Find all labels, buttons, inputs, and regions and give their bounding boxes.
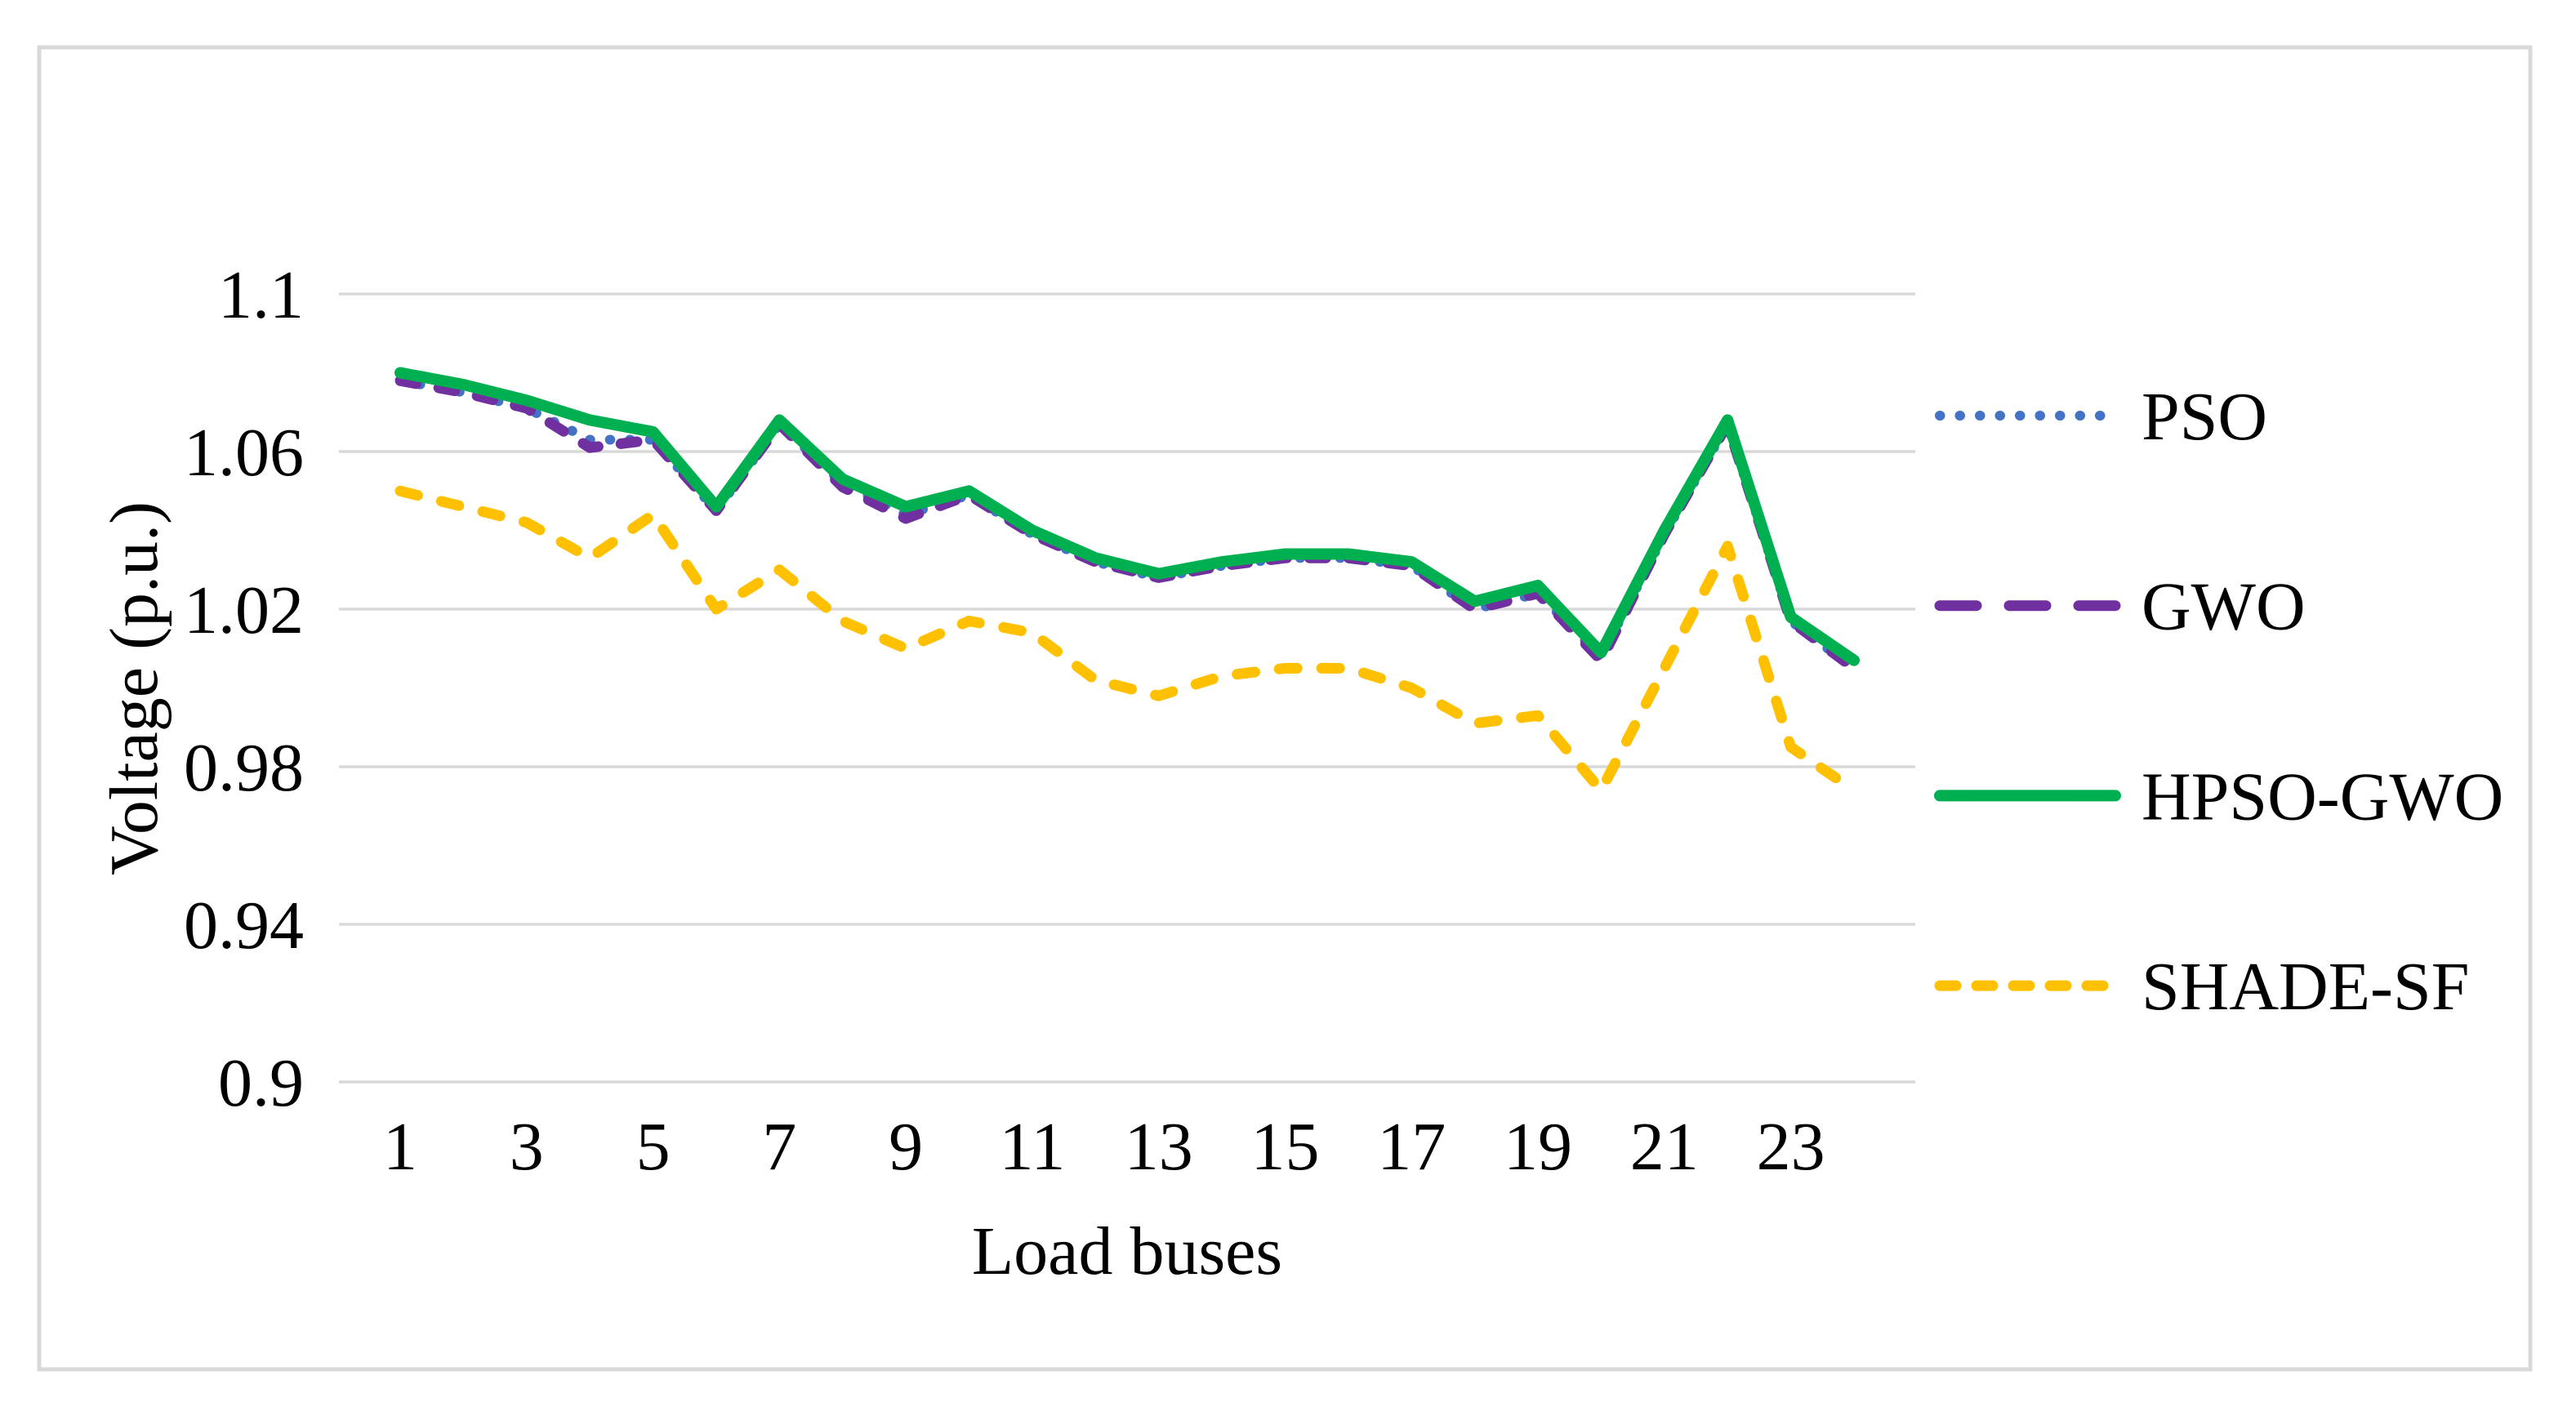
gridlines-layer (339, 292, 1915, 1084)
x-tick-label: 19 (1504, 1109, 1572, 1185)
x-tick-labels: 1 3 5 7 9 11 13 15 17 19 21 23 (383, 1109, 1825, 1185)
x-tick-label: 1 (383, 1109, 417, 1185)
legend: PSO GWO HPSO-GWO SHADE-SF (1934, 379, 2503, 1025)
legend-item-gwo: GWO (1934, 569, 2306, 645)
y-tick-label: 0.9 (218, 1045, 304, 1121)
legend-label: SHADE-SF (2141, 949, 2469, 1025)
x-tick-label: 13 (1125, 1109, 1193, 1185)
legend-label: GWO (2141, 569, 2306, 645)
legend-item-shade-sf: SHADE-SF (1934, 949, 2469, 1025)
x-tick-label: 9 (889, 1109, 923, 1185)
x-tick-label: 3 (510, 1109, 544, 1185)
legend-label: PSO (2141, 379, 2267, 455)
y-tick-label: 0.98 (184, 730, 304, 806)
x-tick-label: 5 (636, 1109, 671, 1185)
legend-item-hpso-gwo: HPSO-GWO (1934, 759, 2503, 835)
legend-item-pso: PSO (1935, 379, 2267, 455)
x-tick-label: 23 (1757, 1109, 1825, 1185)
y-tick-label: 0.94 (184, 888, 304, 964)
legend-label: HPSO-GWO (2141, 759, 2503, 835)
x-axis-title: Load buses (972, 1213, 1282, 1289)
x-tick-label: 17 (1377, 1109, 1446, 1185)
y-tick-label: 1.1 (218, 257, 304, 333)
x-tick-label: 11 (999, 1109, 1065, 1185)
series-line-hpso-gwo (394, 367, 1860, 666)
x-tick-label: 7 (762, 1109, 796, 1185)
y-tick-label: 1.06 (184, 415, 304, 491)
figure-border (37, 45, 2533, 1372)
series-line-shade-sf (394, 485, 1860, 796)
series-layer (394, 367, 1860, 796)
y-tick-labels: 1.1 1.06 1.02 0.98 0.94 0.9 (184, 257, 304, 1121)
y-tick-label: 1.02 (184, 572, 304, 648)
y-axis-title: Voltage (p.u.) (96, 501, 172, 875)
x-tick-label: 21 (1630, 1109, 1699, 1185)
x-tick-label: 15 (1251, 1109, 1320, 1185)
